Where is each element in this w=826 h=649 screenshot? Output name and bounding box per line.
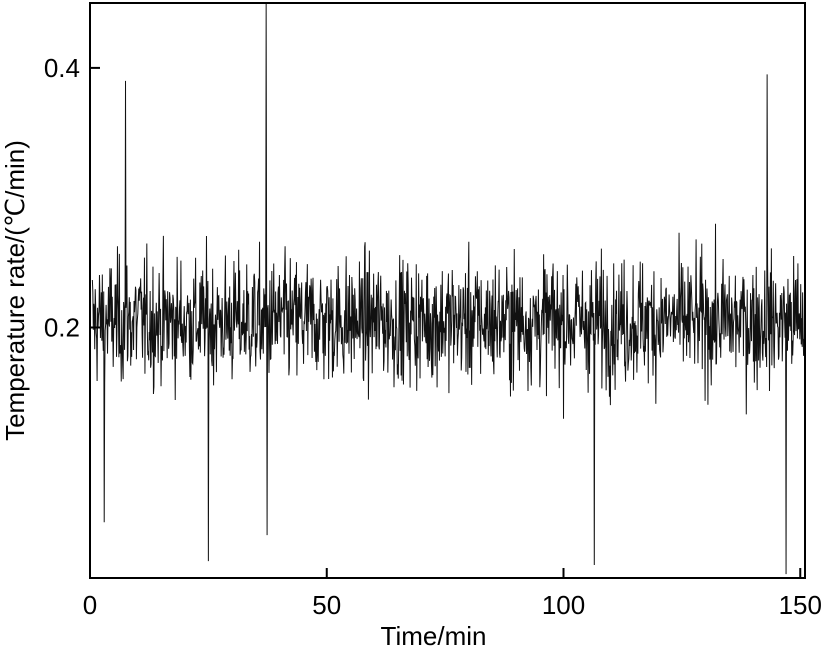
x-tick-label: 0 (83, 590, 97, 620)
y-tick-label: 0.2 (44, 312, 80, 342)
x-tick-label: 150 (779, 590, 822, 620)
y-tick-label: 0.4 (44, 53, 80, 83)
x-tick-label: 50 (312, 590, 341, 620)
y-axis-title: Temperature rate/(℃/min) (0, 140, 30, 441)
series-line (91, 2, 806, 575)
x-axis: 0 50 100 150 (83, 568, 822, 620)
plot-area (89, 2, 806, 579)
y-axis: 0.2 0.4 (44, 53, 100, 342)
plot-frame (89, 2, 806, 579)
x-tick-label: 100 (542, 590, 585, 620)
x-axis-title: Time/min (381, 621, 487, 649)
